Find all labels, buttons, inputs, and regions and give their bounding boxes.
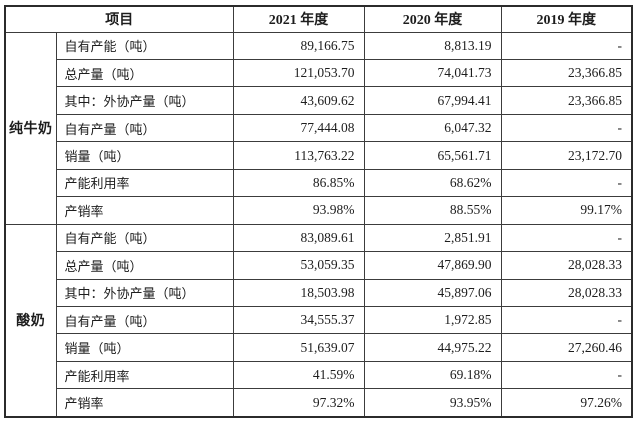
value-cell: - <box>500 360 633 390</box>
value-cell: - <box>500 31 633 60</box>
table-row: 产能利用率 86.85% 68.62% - <box>5 168 633 198</box>
value-cell: 44,975.22 <box>363 333 502 362</box>
row-label: 其中：外协产量（吨） <box>55 278 234 308</box>
value-cell: - <box>500 113 633 143</box>
table-header-row: 项目 2021 年度 2020 年度 2019 年度 <box>4 5 633 33</box>
value-cell: 28,028.33 <box>500 278 633 308</box>
header-year-2020: 2020 年度 <box>363 5 502 33</box>
value-cell: 88.55% <box>363 196 502 225</box>
table-row: 其中：外协产量（吨） 18,503.98 45,897.06 28,028.33 <box>5 278 633 308</box>
value-cell: 23,366.85 <box>500 86 633 115</box>
value-cell: 8,813.19 <box>363 31 502 60</box>
value-cell: 27,260.46 <box>500 333 633 362</box>
group-label-yogurt: 酸奶 <box>4 223 57 418</box>
value-cell: 6,047.32 <box>363 113 502 143</box>
value-cell: 23,366.85 <box>500 58 633 88</box>
table-row: 总产量（吨） 121,053.70 74,041.73 23,366.85 <box>5 58 633 88</box>
row-label: 销量（吨） <box>55 333 234 362</box>
table-row: 纯牛奶 自有产能（吨） 89,166.75 8,813.19 - <box>4 31 633 225</box>
value-cell: 47,869.90 <box>363 251 502 280</box>
value-cell: 65,561.71 <box>363 141 502 170</box>
row-label: 自有产能（吨） <box>55 223 234 253</box>
row-label: 自有产量（吨） <box>55 113 234 143</box>
value-cell: 89,166.75 <box>232 31 365 60</box>
table-row: 其中：外协产量（吨） 43,609.62 67,994.41 23,366.85 <box>5 86 633 115</box>
production-capacity-table: 项目 2021 年度 2020 年度 2019 年度 纯牛奶 自有产能（吨） 8… <box>4 5 633 418</box>
value-cell: 93.98% <box>232 196 365 225</box>
row-label: 产能利用率 <box>55 360 234 390</box>
value-cell: 1,972.85 <box>363 306 502 335</box>
value-cell: 69.18% <box>363 360 502 390</box>
value-cell: - <box>500 168 633 198</box>
table-row: 销量（吨） 113,763.22 65,561.71 23,172.70 <box>5 141 633 170</box>
value-cell: 28,028.33 <box>500 251 633 280</box>
value-cell: 97.32% <box>232 388 365 418</box>
value-cell: 83,089.61 <box>232 223 365 253</box>
value-cell: 113,763.22 <box>232 141 365 170</box>
table-row: 自有产量（吨） 77,444.08 6,047.32 - <box>5 113 633 143</box>
row-label: 销量（吨） <box>55 141 234 170</box>
value-cell: 34,555.37 <box>232 306 365 335</box>
value-cell: 18,503.98 <box>232 278 365 308</box>
value-cell: 93.95% <box>363 388 502 418</box>
value-cell: 53,059.35 <box>232 251 365 280</box>
row-label: 产销率 <box>55 388 234 418</box>
value-cell: 23,172.70 <box>500 141 633 170</box>
row-label: 其中：外协产量（吨） <box>55 86 234 115</box>
value-cell: 45,897.06 <box>363 278 502 308</box>
value-cell: 41.59% <box>232 360 365 390</box>
table-row: 产销率 93.98% 88.55% 99.17% <box>5 196 633 225</box>
header-item: 项目 <box>4 5 234 33</box>
row-label: 产销率 <box>55 196 234 225</box>
row-label: 总产量（吨） <box>55 251 234 280</box>
value-cell: - <box>500 223 633 253</box>
value-cell: 67,994.41 <box>363 86 502 115</box>
value-cell: 51,639.07 <box>232 333 365 362</box>
table-row: 产能利用率 41.59% 69.18% - <box>5 360 633 390</box>
table-row: 总产量（吨） 53,059.35 47,869.90 28,028.33 <box>5 251 633 280</box>
value-cell: 77,444.08 <box>232 113 365 143</box>
row-label: 产能利用率 <box>55 168 234 198</box>
value-cell: 68.62% <box>363 168 502 198</box>
value-cell: 2,851.91 <box>363 223 502 253</box>
row-label: 自有产量（吨） <box>55 306 234 335</box>
value-cell: 99.17% <box>500 196 633 225</box>
table-row: 产销率 97.32% 93.95% 97.26% <box>5 388 633 418</box>
value-cell: 121,053.70 <box>232 58 365 88</box>
value-cell: 43,609.62 <box>232 86 365 115</box>
value-cell: 74,041.73 <box>363 58 502 88</box>
table-row: 销量（吨） 51,639.07 44,975.22 27,260.46 <box>5 333 633 362</box>
header-year-2021: 2021 年度 <box>232 5 365 33</box>
table-row: 酸奶 自有产能（吨） 83,089.61 2,851.91 - <box>4 223 633 418</box>
table-row: 自有产量（吨） 34,555.37 1,972.85 - <box>5 306 633 335</box>
row-label: 自有产能（吨） <box>55 31 234 60</box>
value-cell: 97.26% <box>500 388 633 418</box>
row-label: 总产量（吨） <box>55 58 234 88</box>
value-cell: 86.85% <box>232 168 365 198</box>
header-year-2019: 2019 年度 <box>500 5 633 33</box>
group-label-pure-milk: 纯牛奶 <box>4 31 57 225</box>
value-cell: - <box>500 306 633 335</box>
